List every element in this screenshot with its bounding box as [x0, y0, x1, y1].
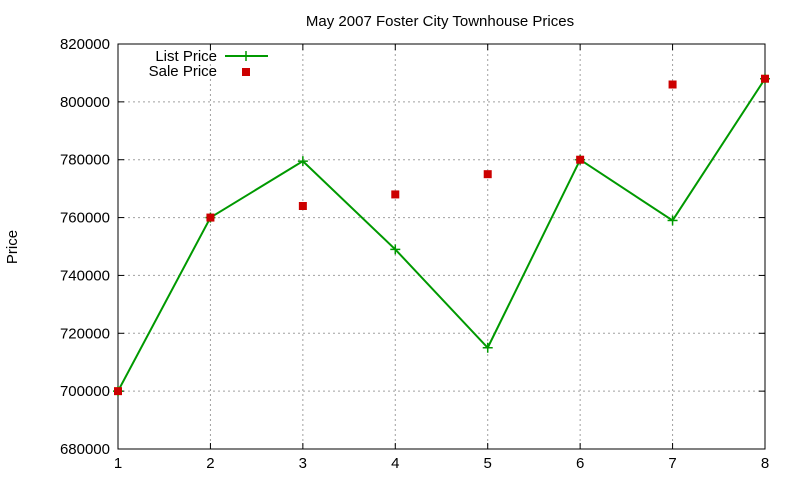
y-tick-label: 700000 — [60, 383, 110, 400]
y-tick-label: 780000 — [60, 152, 110, 169]
y-tick-label: 720000 — [60, 325, 110, 342]
point-sale-price — [668, 80, 677, 89]
legend-label-sale-price: Sale Price — [149, 63, 217, 80]
point-list-price — [297, 156, 308, 167]
x-tick-label: 4 — [391, 455, 399, 472]
point-sale-price — [298, 202, 307, 210]
chart-title: May 2007 Foster City Townhouse Prices — [306, 13, 574, 30]
point-sale-price — [391, 190, 400, 199]
point-sale-price — [114, 387, 122, 396]
y-axis-label: Price — [4, 230, 21, 264]
point-sale-price — [576, 155, 585, 164]
x-tick-label: 8 — [761, 455, 769, 472]
x-tick-label: 6 — [576, 455, 584, 472]
legend-marker-sale-price — [242, 68, 250, 76]
legend-label-list-price: List Price — [155, 48, 217, 65]
axis-ticks: 680000 700000 720000 740000 760000 780000 8000… — [60, 36, 769, 472]
legend-marker-list-price — [241, 51, 251, 61]
point-list-price — [390, 244, 401, 255]
x-tick-label: 5 — [484, 455, 492, 472]
y-tick-label: 800000 — [60, 94, 110, 111]
point-sale-price — [483, 170, 492, 179]
point-list-price — [667, 215, 678, 226]
x-tick-label: 3 — [299, 455, 307, 472]
point-list-price — [482, 342, 493, 353]
y-tick-label: 680000 — [60, 441, 110, 458]
plot-frame — [117, 43, 766, 450]
x-tick-label: 7 — [668, 455, 676, 472]
y-tick-label: 760000 — [60, 210, 110, 227]
point-sale-price — [761, 74, 769, 83]
y-tick-label: 740000 — [60, 267, 110, 284]
series-layer — [113, 73, 770, 397]
legend: List Price Sale Price — [149, 48, 268, 80]
y-tick-label: 820000 — [60, 36, 110, 53]
x-tick-label: 2 — [206, 455, 214, 472]
grid — [118, 44, 765, 449]
series-line-list-price — [117, 78, 766, 392]
x-tick-label: 1 — [114, 455, 122, 472]
legend-plus — [241, 51, 251, 61]
point-sale-price — [206, 213, 215, 222]
